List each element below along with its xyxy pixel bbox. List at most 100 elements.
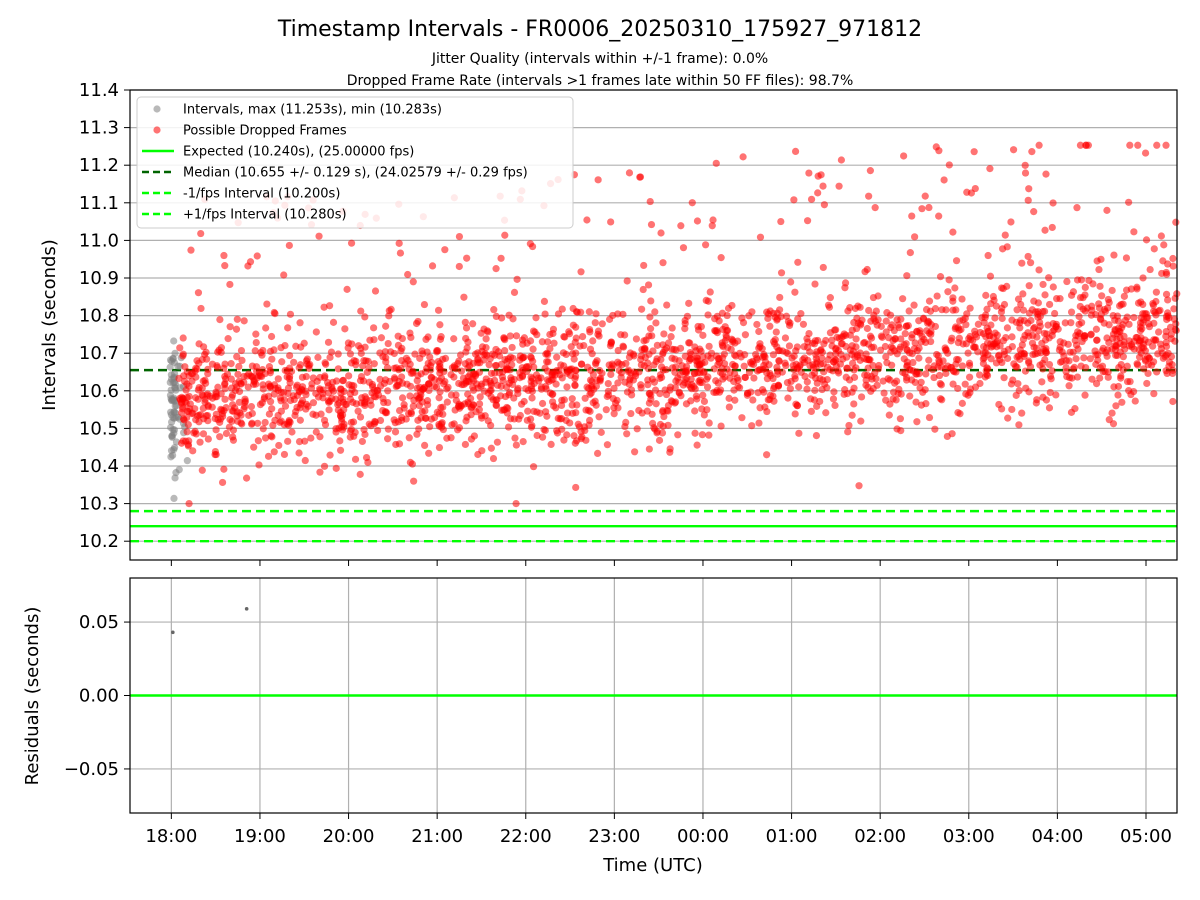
dropped-frame-point	[721, 373, 729, 381]
dropped-frame-point	[820, 340, 828, 348]
dropped-frame-point	[495, 352, 504, 360]
dropped-frame-point	[546, 389, 554, 397]
interval-point	[169, 426, 177, 434]
dropped-frame-point	[748, 422, 756, 430]
dropped-frame-point	[1123, 377, 1132, 386]
dropped-frame-point	[589, 370, 598, 379]
dropped-frame-point	[504, 423, 513, 431]
dropped-frame-point	[578, 433, 586, 441]
dropped-frame-point	[511, 434, 519, 442]
dropped-frame-point	[532, 314, 540, 322]
dropped-frame-point	[541, 364, 549, 372]
dropped-frame-point	[569, 409, 577, 417]
dropped-frame-point	[482, 335, 490, 343]
dropped-frame-point	[578, 360, 586, 368]
dropped-frame-point	[320, 303, 328, 311]
dropped-frame-point	[1123, 362, 1131, 370]
legend-label: Intervals, max (11.253s), min (10.283s)	[183, 103, 442, 118]
dropped-frame-point	[1073, 204, 1081, 212]
dropped-frame-point	[411, 350, 419, 358]
dropped-frame-point	[945, 276, 953, 284]
dropped-frame-point	[1118, 398, 1126, 406]
dropped-frame-point	[492, 265, 500, 273]
dropped-frame-point	[1007, 218, 1015, 226]
legend-label: -1/fps Interval (10.200s)	[183, 187, 340, 202]
dropped-frame-point	[530, 363, 538, 371]
dropped-frame-point	[244, 262, 252, 270]
dropped-frame-point	[422, 414, 430, 422]
dropped-frame-point	[569, 304, 577, 313]
dropped-frame-point	[924, 364, 932, 372]
dropped-frame-point	[663, 301, 671, 309]
dropped-frame-point	[835, 182, 843, 190]
dropped-frame-point	[966, 388, 974, 397]
dropped-frame-point	[706, 288, 714, 296]
dropped-frame-point	[717, 422, 725, 430]
dropped-frame-point	[1040, 307, 1049, 315]
dropped-frame-point	[614, 379, 622, 387]
dropped-frame-point	[417, 391, 425, 399]
dropped-frame-point	[526, 240, 534, 248]
dropped-frame-point	[900, 355, 908, 363]
dropped-frame-point	[882, 328, 890, 336]
dropped-frame-point	[832, 345, 840, 353]
dropped-frame-point	[921, 192, 929, 200]
dropped-frame-point	[1157, 345, 1166, 353]
dropped-frame-point	[1133, 333, 1141, 342]
dropped-frame-point	[1120, 292, 1128, 300]
dropped-frame-point	[1149, 358, 1158, 366]
dropped-frame-point	[866, 167, 874, 175]
dropped-frame-point	[656, 374, 664, 382]
dropped-frame-point	[334, 401, 342, 409]
dropped-frame-point	[971, 327, 979, 335]
dropped-frame-point	[339, 376, 347, 385]
dropped-frame-point	[1072, 355, 1080, 363]
dropped-frame-point	[1143, 379, 1151, 388]
dropped-frame-point	[193, 357, 201, 365]
dropped-frame-point	[856, 356, 864, 364]
dropped-frame-point	[296, 361, 305, 369]
dropped-frame-point	[1128, 343, 1136, 351]
dropped-frame-point	[1046, 300, 1054, 309]
dropped-frame-point	[276, 418, 284, 426]
dropped-frame-point	[452, 391, 460, 399]
dropped-frame-point	[283, 373, 291, 381]
dropped-frame-point	[464, 338, 472, 346]
dropped-frame-point	[184, 420, 192, 429]
dropped-frame-point	[439, 425, 447, 434]
dropped-frame-point	[982, 311, 990, 319]
interval-point	[172, 413, 180, 422]
dropped-frame-point	[581, 394, 589, 402]
dropped-frame-point	[648, 332, 656, 340]
dropped-frame-point	[857, 417, 865, 425]
dropped-frame-point	[714, 360, 722, 369]
dropped-frame-point	[227, 384, 236, 392]
dropped-frame-point	[357, 307, 365, 315]
dropped-frame-point	[324, 378, 332, 387]
dropped-frame-point	[1030, 297, 1038, 305]
dropped-frame-point	[527, 377, 535, 386]
dropped-frame-point	[607, 338, 616, 346]
dropped-frame-point	[1168, 369, 1177, 378]
dropped-frame-point	[254, 419, 262, 427]
dropped-frame-point	[566, 365, 574, 373]
dropped-frame-point	[896, 415, 904, 423]
dropped-frame-point	[579, 332, 587, 341]
dropped-frame-point	[820, 368, 828, 376]
dropped-frame-point	[582, 406, 590, 414]
dropped-frame-point	[391, 428, 400, 436]
dropped-frame-point	[801, 372, 809, 381]
dropped-frame-point	[527, 354, 535, 362]
dropped-frame-point	[1103, 206, 1111, 214]
dropped-frame-point	[512, 500, 520, 508]
dropped-frame-point	[1019, 306, 1028, 314]
dropped-frame-point	[629, 350, 637, 358]
dropped-frame-point	[835, 369, 843, 377]
x-tick-label: 05:00	[1120, 826, 1172, 847]
dropped-frame-point	[557, 361, 565, 369]
dropped-frame-point	[212, 450, 220, 459]
dropped-frame-point	[382, 322, 390, 330]
dropped-frame-point	[714, 355, 722, 363]
dropped-frame-point	[248, 362, 256, 370]
dropped-frame-point	[882, 353, 890, 361]
